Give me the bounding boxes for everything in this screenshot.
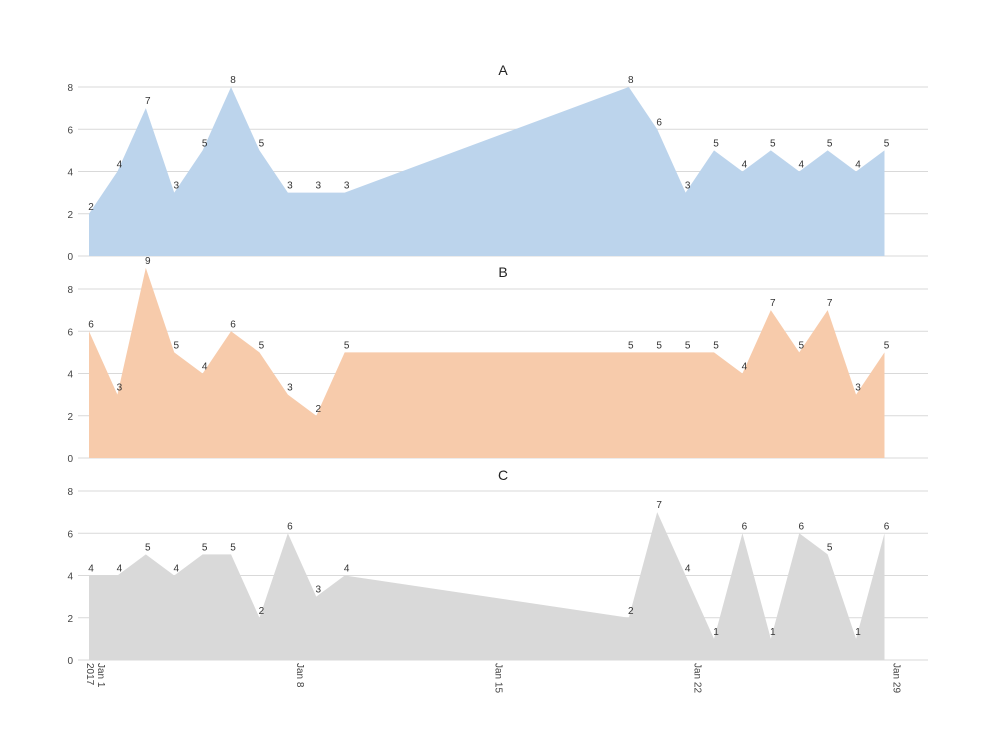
data-label: 7 xyxy=(770,298,776,309)
y-tick-label: 0 xyxy=(67,656,73,667)
data-label: 3 xyxy=(287,181,293,192)
area-series-C xyxy=(89,512,885,660)
panel-title: C xyxy=(498,467,508,483)
data-label: 5 xyxy=(202,542,208,553)
data-label: 3 xyxy=(173,181,179,192)
x-tick-label: Jan 15 xyxy=(493,663,504,693)
data-label: 4 xyxy=(173,564,179,575)
data-label: 5 xyxy=(798,340,804,351)
x-tick-label: Jan 22 xyxy=(692,663,703,693)
data-label: 6 xyxy=(656,117,662,128)
data-label: 3 xyxy=(685,181,691,192)
data-label: 4 xyxy=(855,160,861,171)
data-label: 4 xyxy=(798,160,804,171)
data-label: 4 xyxy=(344,564,350,575)
data-label: 6 xyxy=(798,521,804,532)
data-label: 5 xyxy=(145,542,151,553)
y-tick-label: 0 xyxy=(67,252,73,263)
y-tick-label: 4 xyxy=(67,370,73,381)
area-series-A xyxy=(89,87,885,256)
data-label: 7 xyxy=(145,96,151,107)
data-label: 5 xyxy=(827,138,833,149)
data-label: 5 xyxy=(884,138,890,149)
data-label: 4 xyxy=(117,564,123,575)
data-label: 6 xyxy=(88,319,94,330)
data-label: 5 xyxy=(628,340,634,351)
data-label: 3 xyxy=(855,383,861,394)
y-tick-label: 0 xyxy=(67,454,73,465)
data-label: 5 xyxy=(173,340,179,351)
y-tick-label: 2 xyxy=(67,412,73,423)
data-label: 7 xyxy=(827,298,833,309)
data-label: 4 xyxy=(88,564,94,575)
data-label: 2 xyxy=(259,606,265,617)
y-tick-label: 6 xyxy=(67,529,73,540)
data-label: 5 xyxy=(202,138,208,149)
data-label: 9 xyxy=(145,256,151,267)
x-tick-label: Jan 29 xyxy=(890,663,901,693)
data-label: 8 xyxy=(230,75,236,86)
data-label: 6 xyxy=(230,319,236,330)
data-label: 1 xyxy=(713,627,719,638)
data-label: 4 xyxy=(117,160,123,171)
data-label: 3 xyxy=(315,181,321,192)
data-label: 3 xyxy=(315,585,321,596)
data-label: 5 xyxy=(259,340,265,351)
x-tick-label: Jan 8 xyxy=(294,663,305,688)
data-label: 8 xyxy=(628,75,634,86)
data-label: 5 xyxy=(230,542,236,553)
y-tick-label: 8 xyxy=(67,487,73,498)
y-tick-label: 8 xyxy=(67,285,73,296)
data-label: 2 xyxy=(88,202,94,213)
y-tick-label: 4 xyxy=(67,572,73,583)
data-label: 5 xyxy=(685,340,691,351)
y-tick-label: 8 xyxy=(67,83,73,94)
data-label: 5 xyxy=(259,138,265,149)
data-label: 5 xyxy=(713,138,719,149)
y-tick-label: 2 xyxy=(67,614,73,625)
data-label: 4 xyxy=(685,564,691,575)
y-tick-label: 6 xyxy=(67,125,73,136)
data-label: 1 xyxy=(855,627,861,638)
y-tick-label: 2 xyxy=(67,210,73,221)
x-tick-sublabel: 2017 xyxy=(84,663,95,686)
data-label: 3 xyxy=(117,383,123,394)
data-label: 1 xyxy=(770,627,776,638)
data-label: 2 xyxy=(628,606,634,617)
data-label: 5 xyxy=(656,340,662,351)
panel-title: B xyxy=(498,264,507,280)
data-label: 2 xyxy=(315,404,321,415)
data-label: 3 xyxy=(287,383,293,394)
data-label: 5 xyxy=(884,340,890,351)
data-label: 5 xyxy=(770,138,776,149)
data-label: 5 xyxy=(344,340,350,351)
y-tick-label: 6 xyxy=(67,327,73,338)
area-series-B xyxy=(89,267,885,458)
data-label: 3 xyxy=(344,181,350,192)
data-label: 6 xyxy=(287,521,293,532)
data-label: 4 xyxy=(202,362,208,373)
data-label: 5 xyxy=(827,542,833,553)
x-tick-label: Jan 1 xyxy=(95,663,106,688)
data-label: 6 xyxy=(884,521,890,532)
data-label: 4 xyxy=(742,160,748,171)
data-label: 5 xyxy=(713,340,719,351)
data-label: 6 xyxy=(742,521,748,532)
data-label: 4 xyxy=(742,362,748,373)
y-tick-label: 4 xyxy=(67,168,73,179)
panel-title: A xyxy=(498,62,508,78)
data-label: 7 xyxy=(656,500,662,511)
